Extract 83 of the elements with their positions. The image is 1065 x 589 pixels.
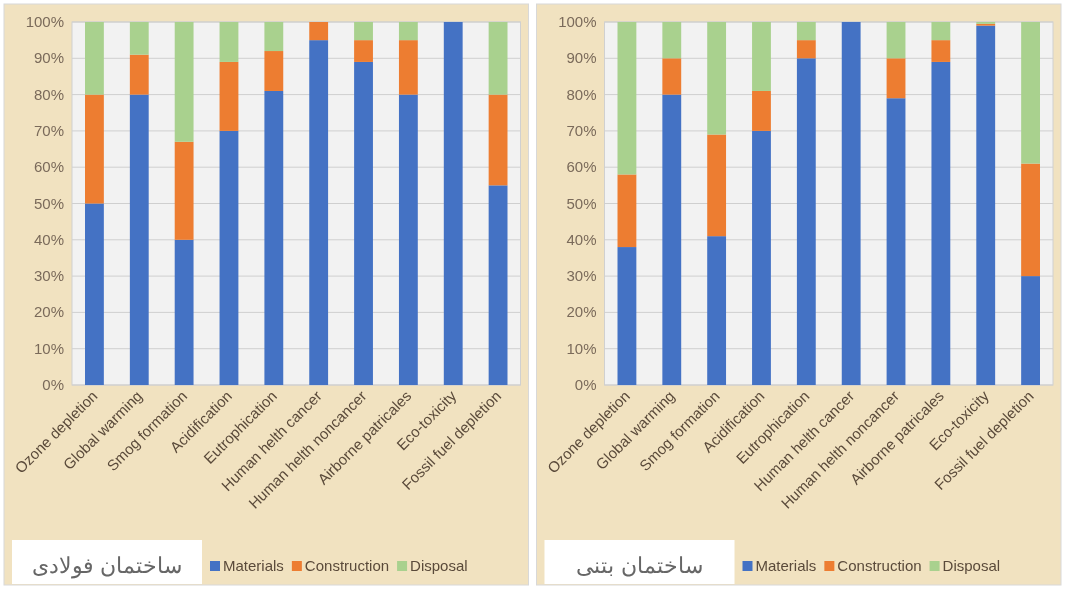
bar	[219, 61, 239, 131]
y-tick-label: 90%	[33, 49, 64, 67]
bar	[174, 22, 194, 142]
bar	[796, 40, 816, 59]
bar	[662, 22, 682, 59]
legend-label: Materials	[223, 557, 284, 574]
legend-label: Construction	[304, 557, 390, 574]
bar	[264, 90, 284, 385]
bar	[796, 22, 816, 41]
bar	[264, 22, 284, 52]
bar	[398, 94, 418, 385]
bar	[976, 25, 996, 385]
bar	[886, 98, 906, 385]
bar	[662, 94, 682, 385]
y-tick-label: 10%	[33, 339, 64, 357]
bar	[309, 22, 329, 41]
y-tick-label: 40%	[566, 230, 597, 248]
bar	[796, 58, 816, 385]
bar	[617, 247, 637, 385]
bar	[886, 22, 906, 59]
bar	[354, 40, 373, 62]
bar	[707, 134, 727, 237]
y-tick-label: 60%	[566, 158, 597, 176]
y-tick-label: 90%	[566, 49, 597, 67]
y-tick-label: 80%	[33, 85, 64, 103]
bar	[309, 40, 329, 385]
y-tick-label: 0%	[574, 376, 597, 393]
y-tick-label: 80%	[566, 85, 597, 103]
text: ساختمان فولادی	[31, 553, 183, 579]
bar	[174, 239, 194, 385]
bar	[617, 174, 637, 248]
bar	[841, 22, 861, 385]
text: ساختمان بتنی	[576, 553, 703, 578]
y-tick-label: 60%	[33, 158, 64, 176]
bar	[707, 236, 727, 385]
bar	[617, 22, 637, 175]
y-tick-label: 0%	[42, 376, 64, 393]
bar	[707, 22, 727, 135]
bar	[1021, 163, 1040, 277]
bar	[752, 90, 771, 131]
y-tick-label: 30%	[33, 267, 64, 285]
bar	[219, 22, 239, 62]
y-tick-label: 70%	[566, 121, 597, 139]
bar	[886, 58, 906, 99]
y-tick-label: 50%	[33, 194, 64, 212]
bar	[354, 22, 373, 41]
bar	[931, 22, 951, 41]
bar	[219, 130, 239, 385]
bar	[488, 185, 508, 385]
bar	[1021, 276, 1040, 385]
bar	[488, 94, 508, 186]
bar	[662, 58, 682, 95]
bar	[488, 22, 508, 95]
bar	[398, 22, 418, 41]
y-tick-label: 20%	[33, 303, 64, 321]
y-tick-label: 100%	[25, 13, 64, 30]
bar	[931, 40, 951, 62]
bar	[398, 40, 418, 95]
bar	[264, 51, 284, 91]
bar	[129, 94, 149, 385]
bar	[85, 22, 104, 95]
bar	[354, 61, 373, 385]
bar	[129, 22, 149, 55]
y-tick-label: 10%	[566, 339, 597, 357]
legend-label: Disposal	[942, 557, 1001, 574]
bar	[174, 141, 194, 240]
y-tick-label: 50%	[566, 194, 597, 212]
bar	[752, 22, 771, 91]
bar	[931, 61, 951, 385]
bar	[443, 22, 463, 385]
bar	[85, 203, 104, 385]
legend-label: Construction	[837, 557, 922, 574]
bar	[1021, 22, 1040, 164]
bar	[85, 94, 104, 204]
bar	[129, 54, 149, 95]
y-tick-label: 40%	[33, 230, 64, 248]
y-tick-label: 70%	[33, 121, 64, 139]
legend-label: Materials	[755, 557, 817, 574]
y-tick-label: 30%	[566, 267, 597, 285]
legend-label: Disposal	[410, 557, 468, 574]
y-tick-label: 20%	[566, 303, 597, 321]
bar	[752, 130, 771, 385]
y-tick-label: 100%	[558, 13, 597, 30]
